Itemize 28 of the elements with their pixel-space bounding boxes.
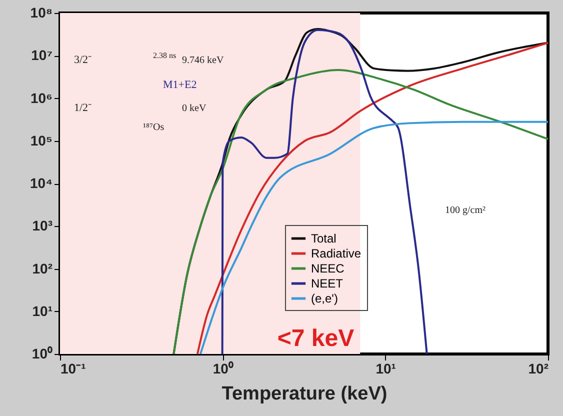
y-tick-label: 10¹ [32, 302, 53, 319]
x-tick-label: 10⁻¹ [60, 360, 86, 376]
y-tick-label: 10⁴ [30, 175, 53, 191]
legend-label: Radiative [311, 246, 362, 260]
annotation: 1/2⁻ [74, 102, 92, 114]
legend-label: Total [311, 232, 336, 246]
y-tick-label: 10⁶ [30, 90, 52, 106]
y-tick-label: 10⁷ [31, 47, 53, 64]
x-axis-title: Temperature (keV) [222, 384, 388, 404]
legend-label: NEET [311, 276, 344, 290]
y-tick-label: 10⁵ [30, 132, 52, 148]
y-tick-label: 10² [32, 260, 53, 276]
legend-label: NEEC [311, 262, 345, 276]
annotation: 9.746 keV [182, 55, 224, 66]
x-tick-label: 10¹ [376, 360, 396, 376]
annotation: 2.38 ns [153, 51, 176, 60]
y-tick-label: 10⁸ [30, 4, 52, 20]
band-label: <7 keV [277, 325, 354, 352]
y-tick-label: 10⁰ [32, 346, 52, 362]
annotation: 3/2⁻ [74, 54, 92, 66]
x-tick-label: 10² [528, 360, 549, 376]
x-tick-label: 10⁰ [212, 360, 234, 376]
annotation: M1+E2 [163, 79, 197, 91]
legend-label: (e,e') [311, 292, 338, 306]
annotation: 100 g/cm² [445, 205, 486, 216]
y-tick-label: 10³ [32, 218, 53, 234]
annotation: 0 keV [182, 103, 207, 114]
annotation: ¹⁸⁷Os [143, 122, 164, 133]
